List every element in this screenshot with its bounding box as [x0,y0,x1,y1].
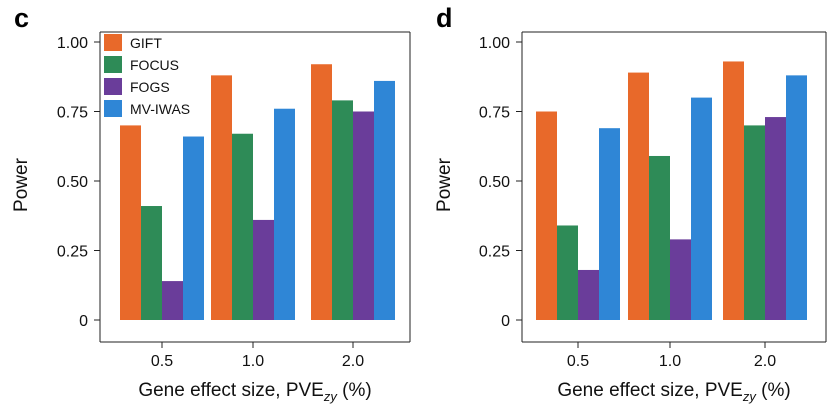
x-axis-title: Gene effect size, PVEzy (%) [557,380,790,404]
legend-swatch-fogs [104,78,122,95]
legend-label-focus: FOCUS [130,57,179,73]
bar-focus-1-0 [649,155,670,320]
panel-letter-c: c [14,3,29,33]
legend-swatch-gift [104,34,122,51]
bar-gift-2-0 [723,61,744,321]
bar-fogs-0-5 [578,269,599,320]
y-tick-label: 0.75 [479,105,510,122]
bar-mv-iwas-2-0 [786,75,807,320]
x-tick-label: 0.5 [151,353,173,370]
bar-focus-2-0 [332,100,353,320]
bar-mv-iwas-0-5 [599,128,620,320]
x-tick-label: 1.0 [659,353,681,370]
y-tick-label: 1.00 [479,35,510,52]
legend-label-fogs: FOGS [130,79,170,95]
bar-mv-iwas-1-0 [274,108,295,320]
panel-c: c 0 0.25 0.50 0.75 1.00 0.5 1.0 2.0 Power Gene eff… [11,3,411,404]
bar-focus-0-5 [557,225,578,320]
bar-fogs-1-0 [253,219,274,320]
x-tick-label: 2.0 [754,353,776,370]
x-axis-title: Gene effect size, PVEzy (%) [138,380,371,404]
x-tick-label: 0.5 [567,353,589,370]
bar-gift-0-5 [536,111,557,320]
y-axis-title: Power [434,157,455,212]
bar-gift-2-0 [311,64,332,321]
y-tick-label: 0 [79,313,88,330]
legend-label-mv-iwas: MV-IWAS [130,101,190,117]
panel-d: d 0 0.25 0.50 0.75 1.00 0.5 1.0 2.0 Power Gene eff… [434,3,827,404]
bar-focus-0-5 [141,206,162,320]
y-tick-label: 0.25 [479,244,510,261]
bar-fogs-2-0 [353,111,374,320]
bar-mv-iwas-2-0 [374,80,395,320]
x-tick-label: 2.0 [342,353,364,370]
bar-gift-1-0 [628,72,649,320]
x-tick-label: 1.0 [242,353,264,370]
bar-mv-iwas-0-5 [183,136,204,320]
bar-gift-0-5 [120,125,141,321]
bar-gift-1-0 [211,75,232,320]
legend-swatch-focus [104,56,122,73]
panel-letter-d: d [436,3,453,33]
bar-fogs-1-0 [670,239,691,320]
y-tick-label: 0.50 [479,174,510,191]
bar-focus-1-0 [232,133,253,320]
bar-fogs-2-0 [765,117,786,320]
legend-label-gift: GIFT [130,35,162,51]
bar-mv-iwas-1-0 [691,97,712,320]
legend-swatch-mv-iwas [104,100,122,117]
y-tick-label: 0.25 [57,244,88,261]
y-tick-label: 0.50 [57,174,88,191]
bar-fogs-0-5 [162,281,183,320]
legend: GIFT FOCUS FOGS MV-IWAS [104,34,190,117]
y-axis-title: Power [11,157,32,212]
y-tick-label: 1.00 [57,35,88,52]
y-tick-label: 0 [501,313,510,330]
bar-focus-2-0 [744,125,765,321]
y-tick-label: 0.75 [57,105,88,122]
